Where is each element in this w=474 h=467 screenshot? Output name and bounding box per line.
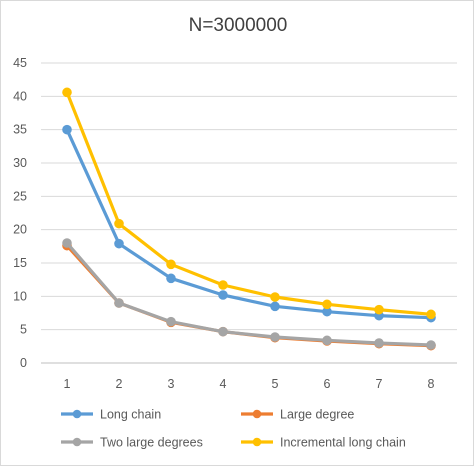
y-tick-label: 20	[13, 223, 27, 237]
x-tick-label: 5	[272, 377, 279, 391]
data-point	[62, 87, 72, 98]
data-point	[166, 273, 176, 284]
y-tick-label: 30	[13, 156, 27, 170]
x-tick-label: 6	[324, 377, 331, 391]
data-point	[114, 298, 124, 308]
y-tick-label: 0	[20, 356, 27, 370]
y-tick-label: 40	[13, 89, 27, 103]
data-point	[270, 301, 280, 312]
data-point	[218, 290, 228, 300]
series-line-4	[65, 90, 433, 316]
legend-label: Long chain	[100, 408, 161, 422]
data-point	[62, 238, 72, 248]
y-tick-label: 45	[13, 56, 27, 70]
data-point	[374, 338, 384, 348]
data-point	[374, 304, 384, 315]
legend-label: Two large degrees	[100, 436, 203, 450]
data-point	[166, 316, 176, 327]
series-line-1	[65, 128, 433, 320]
data-point	[322, 335, 332, 346]
x-tick-label: 4	[220, 377, 227, 391]
legend-marker	[252, 409, 262, 419]
legend-marker	[252, 437, 262, 447]
data-point	[218, 280, 228, 290]
data-point	[114, 238, 124, 249]
data-point	[218, 326, 228, 337]
data-point	[270, 332, 280, 342]
x-tick-label: 8	[428, 377, 435, 391]
y-tick-label: 5	[20, 323, 27, 337]
y-tick-label: 10	[13, 289, 27, 303]
x-tick-label: 3	[168, 377, 175, 391]
legend-marker	[72, 409, 82, 419]
series-line-3	[65, 241, 433, 347]
data-point	[270, 292, 280, 302]
data-point	[426, 340, 436, 350]
series-line-2	[65, 244, 433, 348]
x-tick-label: 7	[376, 377, 383, 391]
legend-label: Incremental long chain	[280, 436, 406, 450]
legend-marker	[72, 437, 82, 447]
y-tick-label: 15	[13, 256, 27, 270]
legend-label: Large degree	[280, 408, 354, 422]
data-point	[322, 299, 332, 310]
data-point	[114, 218, 124, 229]
y-tick-label: 35	[13, 123, 27, 137]
data-point	[426, 309, 436, 320]
x-tick-label: 1	[64, 377, 71, 391]
x-tick-label: 2	[116, 377, 123, 391]
y-tick-label: 25	[13, 189, 27, 203]
data-point	[62, 124, 72, 135]
data-point	[166, 259, 176, 270]
chart-title: N=3000000	[188, 15, 288, 36]
